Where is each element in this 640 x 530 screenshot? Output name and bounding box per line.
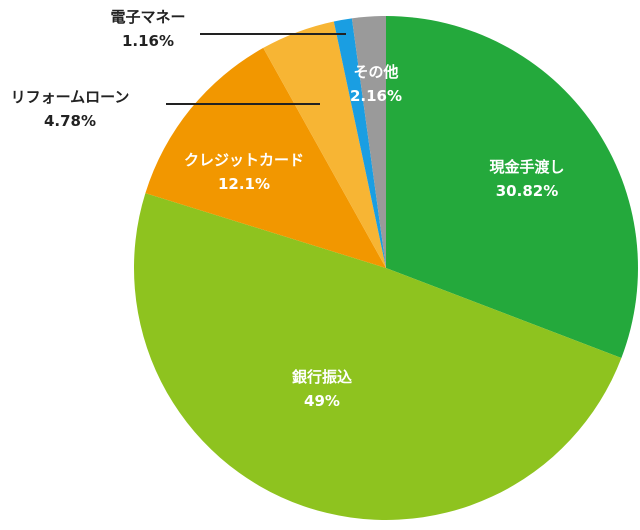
pie-slice-2	[145, 47, 386, 268]
slice-value-label-3: 4.78%	[44, 112, 96, 130]
pie-slice-3	[263, 21, 386, 269]
pie-slice-5	[351, 16, 386, 268]
slice-value-label-2: 12.1%	[218, 175, 270, 193]
slice-value-label-5: 2.16%	[350, 87, 402, 105]
pie-slice-0	[386, 16, 638, 359]
slice-value-label-0: 30.82%	[496, 182, 558, 200]
pie-slice-1	[133, 193, 622, 521]
slice-label-0: 現金手渡し	[489, 158, 564, 176]
slice-label-2: クレジットカード	[184, 151, 304, 169]
slice-label-3: リフォームローン	[11, 88, 130, 106]
slice-label-4: 電子マネー	[110, 8, 185, 26]
slice-label-5: その他	[353, 63, 398, 81]
pie-slice-4	[333, 18, 386, 268]
slice-value-label-4: 1.16%	[122, 32, 174, 50]
slice-label-1: 銀行振込	[292, 368, 352, 386]
slice-value-label-1: 49%	[304, 392, 340, 410]
